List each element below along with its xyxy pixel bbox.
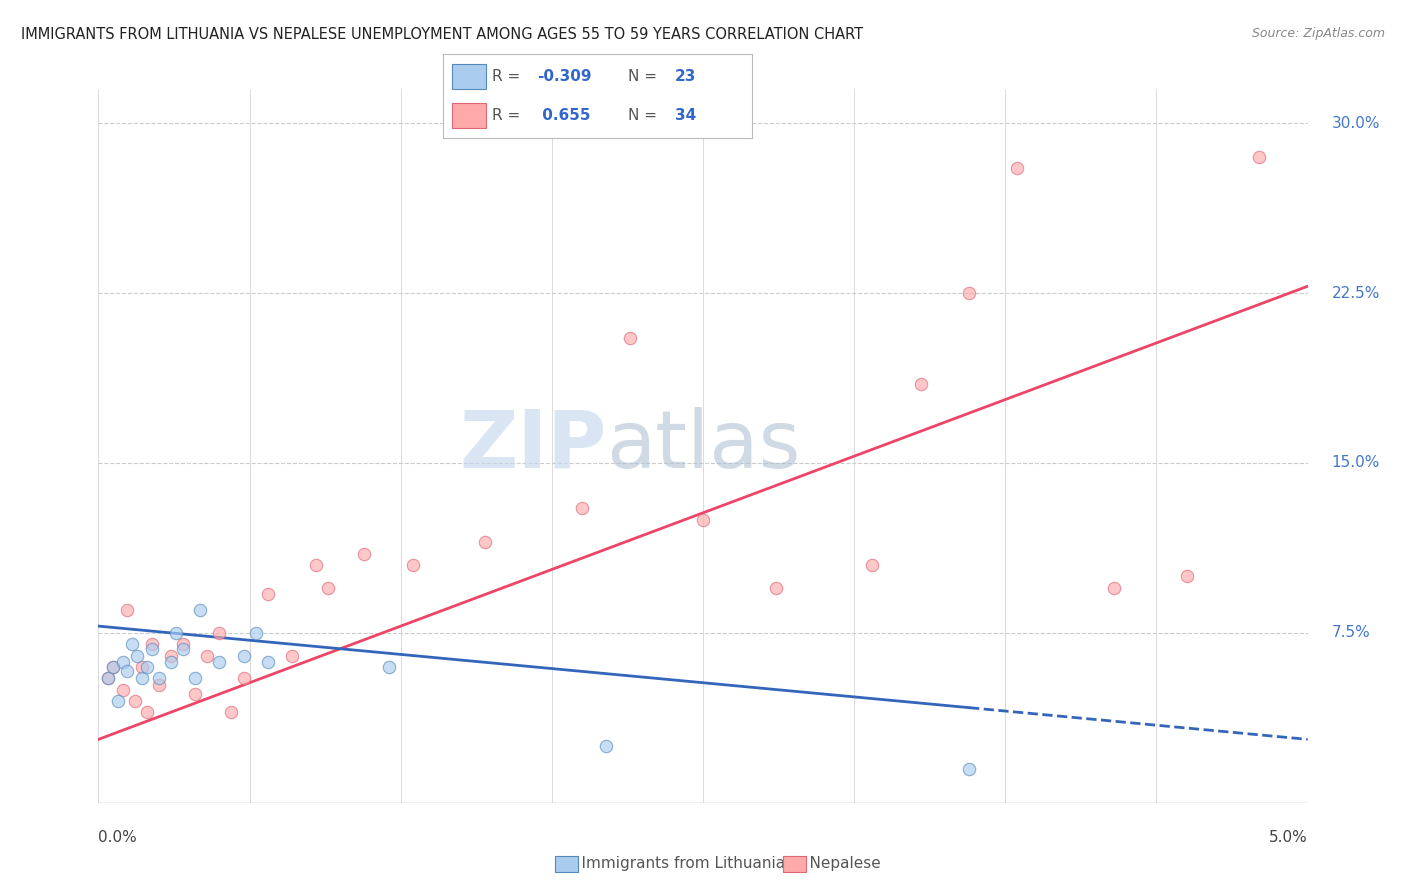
Point [107, 694, 129, 708]
Point [135, 705, 157, 719]
Bar [453, 103, 486, 128]
Text: 5.0%: 5.0% [1268, 830, 1308, 845]
Point [111, 682, 134, 697]
Point [692, 513, 714, 527]
Text: 22.5%: 22.5% [1331, 285, 1381, 301]
Point [232, 671, 254, 685]
Text: Nepalese: Nepalese [790, 856, 882, 871]
Point [195, 648, 218, 663]
Point [148, 678, 170, 692]
Text: 15.0%: 15.0% [1331, 456, 1381, 470]
Text: ZIP: ZIP [458, 407, 606, 485]
Point [232, 648, 254, 663]
Point [245, 626, 267, 640]
Point [402, 558, 425, 572]
Point [101, 660, 124, 674]
Text: 0.0%: 0.0% [98, 830, 138, 845]
Point [131, 660, 153, 674]
Point [377, 660, 399, 674]
Point [111, 656, 134, 670]
Point [316, 581, 339, 595]
Text: 30.0%: 30.0% [1331, 116, 1381, 131]
Point [957, 286, 980, 301]
Text: R =: R = [492, 108, 526, 123]
Text: R =: R = [492, 69, 526, 84]
Point [184, 671, 207, 685]
Point [208, 656, 231, 670]
Point [160, 648, 183, 663]
Point [97, 671, 120, 685]
Point [957, 762, 980, 776]
Point [1175, 569, 1198, 583]
Point [256, 656, 278, 670]
Point [353, 547, 375, 561]
Bar [453, 63, 486, 89]
Point [305, 558, 328, 572]
Point [1102, 581, 1125, 595]
Point [131, 671, 153, 685]
Point [281, 648, 304, 663]
Point [124, 694, 146, 708]
Point [571, 501, 593, 516]
Point [148, 671, 170, 685]
Point [160, 656, 183, 670]
Point [127, 648, 149, 663]
Point [135, 660, 157, 674]
Point [188, 603, 211, 617]
Point [97, 671, 120, 685]
Text: N =: N = [628, 69, 662, 84]
Point [619, 331, 641, 345]
Point [474, 535, 496, 549]
Point [172, 637, 194, 651]
Point [117, 603, 139, 617]
Text: Source: ZipAtlas.com: Source: ZipAtlas.com [1251, 27, 1385, 40]
Text: 7.5%: 7.5% [1331, 625, 1371, 640]
Point [117, 665, 139, 679]
Point [165, 626, 187, 640]
Point [141, 641, 163, 656]
Point [101, 660, 124, 674]
Text: 23: 23 [675, 69, 696, 84]
Point [221, 705, 243, 719]
Text: IMMIGRANTS FROM LITHUANIA VS NEPALESE UNEMPLOYMENT AMONG AGES 55 TO 59 YEARS COR: IMMIGRANTS FROM LITHUANIA VS NEPALESE UN… [21, 27, 863, 42]
Text: N =: N = [628, 108, 662, 123]
Point [184, 687, 207, 701]
Point [1249, 150, 1271, 164]
Point [256, 587, 278, 601]
Point [1007, 161, 1029, 176]
Point [208, 626, 231, 640]
Point [910, 376, 932, 391]
Text: Immigrants from Lithuania: Immigrants from Lithuania [562, 856, 786, 871]
Point [860, 558, 883, 572]
Point [765, 581, 787, 595]
Point [172, 641, 194, 656]
Text: 0.655: 0.655 [537, 108, 591, 123]
Text: -0.309: -0.309 [537, 69, 592, 84]
Point [121, 637, 143, 651]
Point [595, 739, 617, 754]
Point [141, 637, 163, 651]
Text: atlas: atlas [606, 407, 800, 485]
Text: 34: 34 [675, 108, 696, 123]
